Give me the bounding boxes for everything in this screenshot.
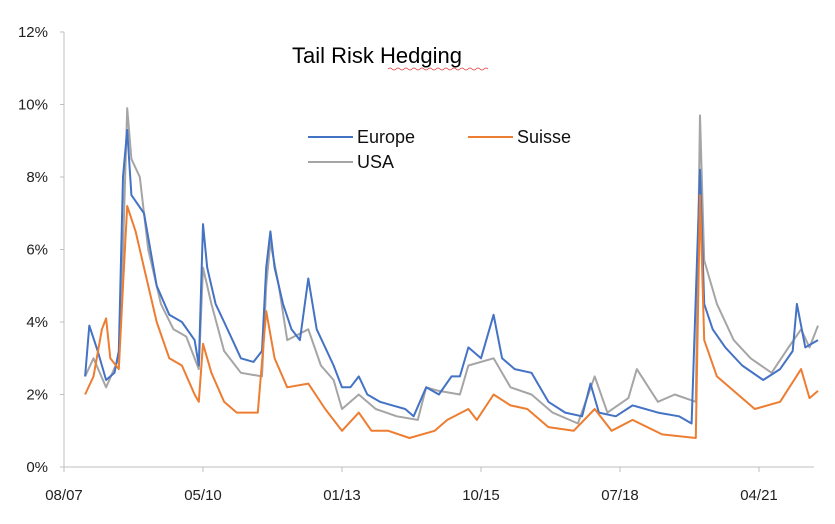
x-tick-label: 10/15 [462, 487, 500, 504]
x-tick-label: 01/13 [323, 487, 361, 504]
x-tick-label: 05/10 [184, 487, 222, 504]
y-tick-label: 12% [18, 24, 48, 41]
y-tick-label: 6% [26, 242, 48, 259]
legend-label-suisse: Suisse [517, 127, 571, 147]
chart-title: Tail Risk Hedging [292, 43, 462, 68]
y-tick-label: 8% [26, 169, 48, 186]
x-tick-label: 07/18 [601, 487, 639, 504]
y-tick-label: 10% [18, 97, 48, 114]
y-tick-label: 4% [26, 314, 48, 331]
legend-label-europe: Europe [357, 127, 415, 147]
legend-label-usa: USA [357, 152, 394, 172]
series-lines [84, 107, 819, 439]
series-line-usa [84, 107, 819, 425]
spellcheck-underline [387, 67, 489, 71]
y-tick-label: 2% [26, 387, 48, 404]
legend: Europe Suisse USA [308, 127, 571, 172]
y-tick-label: 0% [26, 459, 48, 476]
series-line-suisse [84, 194, 819, 439]
axes: 0% 2% 4% 6% 8% 10% 12% 08/07 05/10 01/13 10/15 07/1… [18, 24, 814, 504]
x-tick-label: 08/07 [45, 487, 83, 504]
series-line-europe [84, 128, 819, 425]
x-tick-label: 04/21 [740, 487, 778, 504]
